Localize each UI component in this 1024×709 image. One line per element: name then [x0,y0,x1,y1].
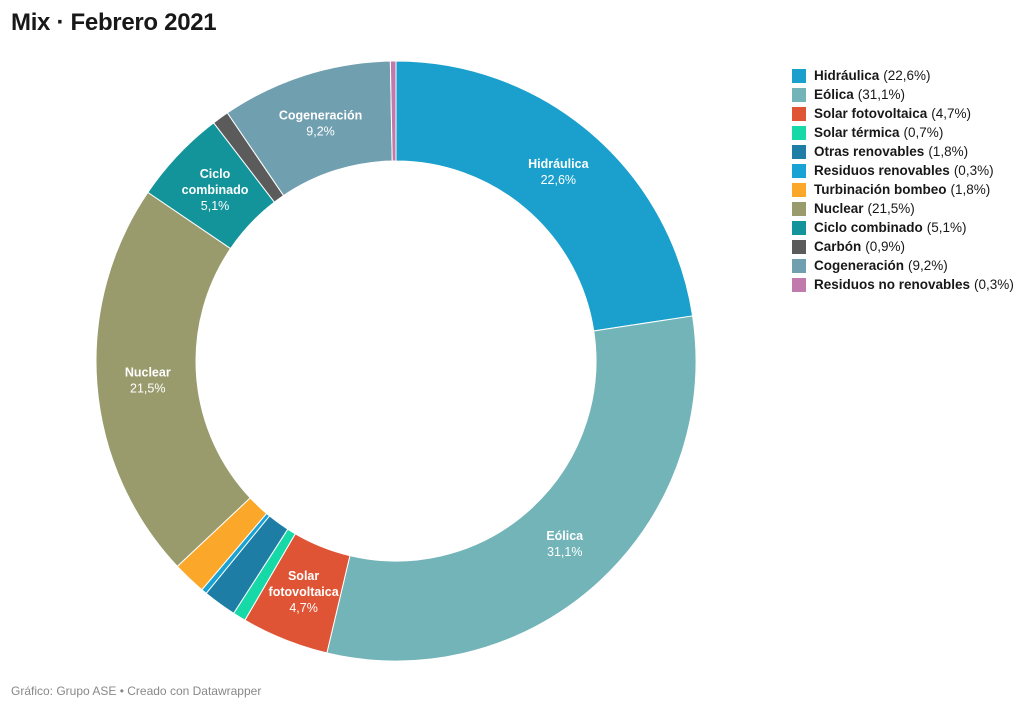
legend-swatch [792,68,806,83]
legend-value: (1,8%) [928,144,969,159]
legend-item-hidraulica: Hidráulica (22,6%) [792,66,1014,85]
donut-slices [95,60,697,662]
legend-value: (22,6%) [883,68,931,83]
legend-label: Cogeneración [814,258,905,273]
legend-value: (21,5%) [867,201,915,216]
slice-label-nuclear: Nuclear 21,5% [125,366,171,396]
legend-value: (0,7%) [903,125,944,140]
legend-item-cogeneracion: Cogeneración (9,2%) [792,256,1014,275]
slice-label-ciclo-combinado: Ciclo combinado 5,1% [182,167,249,213]
legend-value: (0,3%) [953,163,994,178]
donut-labels: Hidráulica 22,6% Eólica 31,1% Solar fotovolta… [125,109,590,616]
legend-swatch [792,87,806,102]
legend-label: Carbón [814,239,862,254]
legend-swatch [792,220,806,235]
slice-value-ciclo-combinado: 5,1% [201,199,230,213]
legend-swatch [792,163,806,178]
legend-swatch [792,106,806,121]
slice-label-cogeneracion: Cogeneración 9,2% [279,109,362,139]
legend-swatch [792,182,806,197]
legend-swatch [792,201,806,216]
slice-label-hidraulica: Hidráulica 22,6% [528,157,589,187]
legend-item-nuclear: Nuclear (21,5%) [792,199,1014,218]
legend-value: (5,1%) [926,220,967,235]
legend-swatch [792,258,806,273]
legend-item-solar-fotovoltaica: Solar fotovoltaica (4,7%) [792,104,1014,123]
legend-value: (9,2%) [908,258,948,273]
legend-item-residuos-no-renovables: Residuos no renovables (0,3%) [792,275,1014,294]
chart-legend: Hidráulica (22,6%) Eólica (31,1%) Solar foto… [792,66,1014,294]
slice-value-eolica: 31,1% [547,545,582,559]
legend-value: (0,3%) [974,277,1014,292]
legend-value: (31,1%) [857,87,906,102]
legend-value: (0,9%) [865,239,906,254]
legend-label: Turbinación bombeo [814,182,947,197]
legend-item-carbon: Carbón (0,9%) [792,237,1014,256]
slice-value-hidraulica: 22,6% [541,173,576,187]
legend-label: Eólica [814,87,854,102]
legend-item-eolica: Eólica (31,1%) [792,85,1014,104]
slice-value-nuclear: 21,5% [130,382,165,396]
slice-value-solar-fotovoltaica: 4,7% [289,601,318,615]
legend-label: Ciclo combinado [814,220,923,235]
legend-label: Otras renovables [814,144,925,159]
slice-eolica [326,315,697,662]
legend-swatch [792,144,806,159]
slice-nuclear [95,191,251,568]
legend-value: (1,8%) [950,182,991,197]
legend-swatch [792,239,806,254]
slice-label-solar-fotovoltaica: Solar fotovoltaica 4,7% [269,569,340,615]
chart-footer: Gráfico: Grupo ASE • Creado con Datawrap… [11,684,262,698]
legend-item-ciclo-combinado: Ciclo combinado (5,1%) [792,218,1014,237]
legend-item-otras-renovables: Otras renovables (1,8%) [792,142,1014,161]
donut-chart: Hidráulica 22,6% Eólica 31,1% Solar fotovolta… [95,60,697,662]
legend-item-solar-termica: Solar térmica (0,7%) [792,123,1014,142]
slice-residuos-no-renovables [389,60,397,162]
legend-label: Residuos renovables [814,163,950,178]
legend-swatch [792,125,806,140]
legend-item-turbinacion-bombeo: Turbinación bombeo (1,8%) [792,180,1014,199]
slice-hidraulica [395,60,694,332]
slice-label-eolica: Eólica 31,1% [546,529,584,559]
legend-label: Residuos no renovables [814,277,971,292]
legend-swatch [792,277,806,292]
slice-value-cogeneracion: 9,2% [306,125,335,139]
legend-label: Hidráulica [814,68,880,83]
chart-title: Mix · Febrero 2021 [11,9,217,36]
legend-item-residuos-renovables: Residuos renovables (0,3%) [792,161,1014,180]
legend-label: Nuclear [814,201,864,216]
legend-label: Solar fotovoltaica [814,106,928,121]
legend-value: (4,7%) [931,106,972,121]
legend-label: Solar térmica [814,125,900,140]
